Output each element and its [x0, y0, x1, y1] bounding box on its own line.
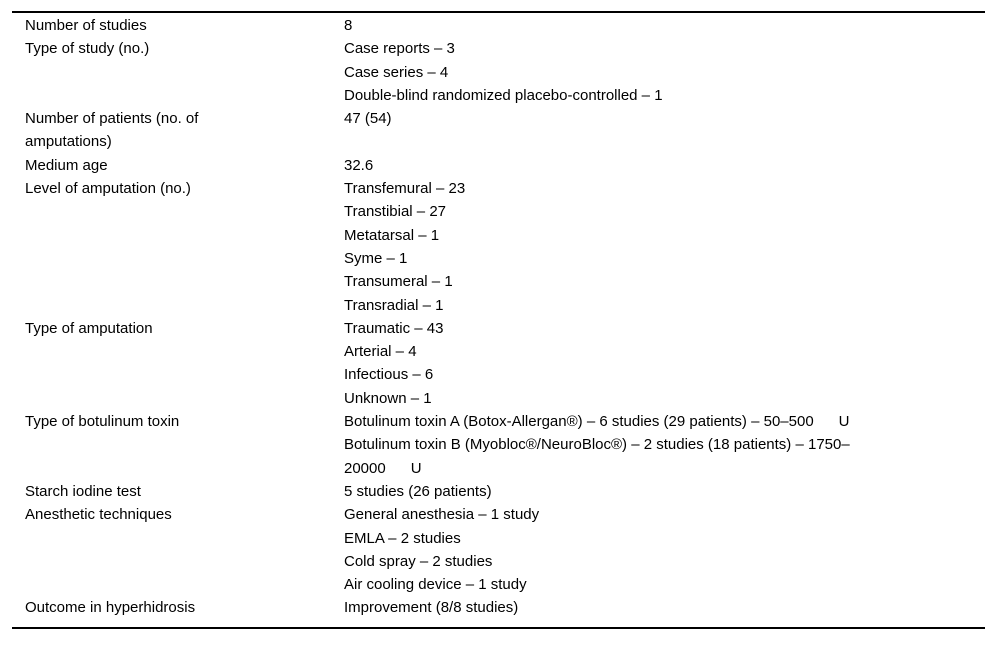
table-row: Starch iodine test 5 studies (26 patients… [25, 480, 985, 503]
row-label-cell: Starch iodine test [25, 480, 344, 503]
row-value-cell: 5 studies (26 patients) [344, 480, 985, 503]
row-label-cell: Medium age [25, 154, 344, 177]
row-value-cell: 32.6 [344, 154, 985, 177]
table-row: Level of amputation (no.) Transfemural – … [25, 177, 985, 317]
row-value-line: 8 [344, 17, 353, 34]
table-row: Type of amputation Traumatic – 43 Arterial… [25, 317, 985, 410]
row-value-line: Cold spray – 2 studies [344, 552, 493, 570]
row-value-line: Unknown – 1 [344, 389, 432, 407]
table-row: Type of study (no.) Case reports – 3 Case … [25, 37, 985, 107]
row-value-line: Case series – 4 [344, 63, 449, 81]
row-value-line: Air cooling device – 1 study [344, 576, 527, 594]
row-value-line: Transumeral – 1 [344, 273, 453, 291]
row-label-line: Starch iodine test [25, 482, 141, 500]
row-label-line: Level of amputation (no.) [25, 180, 191, 198]
row-value-line: Botulinum toxin A (Botox-Allergan®) – 6 … [344, 413, 850, 431]
row-value-line: Syme – 1 [344, 249, 408, 267]
row-label-line: Type of amputation [25, 319, 153, 337]
row-label-line: Outcome in hyperhidrosis [25, 599, 196, 617]
row-label-cell: Type of botulinum toxin [25, 410, 344, 433]
row-label-cell: Number of studies [25, 14, 344, 37]
row-label-line: Medium age [25, 156, 108, 174]
row-value-line: Case reports – 3 [344, 40, 455, 58]
row-label-line: Number of patients (no. of [25, 110, 199, 128]
row-value-line: Botulinum toxin B (Myobloc®/NeuroBloc®) … [344, 436, 850, 454]
row-value-line: Transtibial – 27 [344, 203, 446, 221]
table-row: Number of studies 8 [25, 14, 985, 37]
row-value-line: EMLA – 2 studies [344, 529, 461, 547]
row-label-line: Type of botulinum toxin [25, 413, 180, 431]
row-value-cell: Traumatic – 43 Arterial – 4 Infectious – 6… [344, 317, 985, 410]
row-value-line: Arterial – 4 [344, 343, 417, 361]
row-label-cell: Outcome in hyperhidrosis [25, 596, 344, 619]
row-value-line: Transradial – 1 [344, 296, 444, 314]
table-row: Anesthetic techniques General anesthesia … [25, 503, 985, 596]
row-value-line: Improvement (8/8 studies) [344, 599, 519, 617]
row-value-line: 47 (54) [344, 110, 392, 128]
row-value-cell: General anesthesia – 1 study EMLA – 2 stu… [344, 503, 985, 596]
row-value-cell: Improvement (8/8 studies) [344, 596, 985, 619]
row-value-cell: 47 (54) [344, 107, 985, 130]
row-label-cell: Type of study (no.) [25, 37, 344, 60]
table-row: Outcome in hyperhidrosis Improvement (8/8… [25, 596, 985, 619]
row-value-cell: Botulinum toxin A (Botox-Allergan®) – 6 … [344, 410, 985, 480]
table-row: Medium age 32.6 [25, 154, 985, 177]
row-value-line: Infectious – 6 [344, 366, 434, 384]
row-value-line: Transfemural – 23 [344, 180, 466, 198]
table-top-rule [12, 11, 985, 13]
table-row: Type of botulinum toxin Botulinum toxin A… [25, 410, 985, 480]
table-row: Number of patients (no. of amputations) 47… [25, 107, 985, 154]
row-label-line: Type of study (no.) [25, 40, 150, 58]
row-value-line: Double-blind randomized placebo-controll… [344, 86, 663, 104]
row-value-line: General anesthesia – 1 study [344, 506, 540, 524]
row-label-cell: Number of patients (no. of amputations) [25, 107, 344, 154]
row-value-line: Metatarsal – 1 [344, 226, 440, 244]
row-value-cell: Transfemural – 23 Transtibial – 27 Metatar… [344, 177, 985, 317]
row-value-line: 5 studies (26 patients) [344, 482, 492, 500]
row-label-cell: Type of amputation [25, 317, 344, 340]
row-label-line: Anesthetic techniques [25, 506, 172, 524]
row-value-line: 20000 U [344, 459, 422, 477]
row-label-line: amputations) [25, 133, 112, 151]
table-bottom-rule [12, 627, 985, 629]
row-label-cell: Level of amputation (no.) [25, 177, 344, 200]
row-label-cell: Anesthetic techniques [25, 503, 344, 526]
summary-table-body: Number of studies 8 Type of study (no.) Cas… [25, 14, 985, 620]
row-value-line: Traumatic – 43 [344, 319, 444, 337]
row-label-line: Number of studies [25, 17, 147, 34]
row-value-line: 32.6 [344, 156, 374, 174]
row-value-cell: Case reports – 3 Case series – 4 Double-bl… [344, 37, 985, 107]
row-value-cell: 8 [344, 14, 985, 37]
